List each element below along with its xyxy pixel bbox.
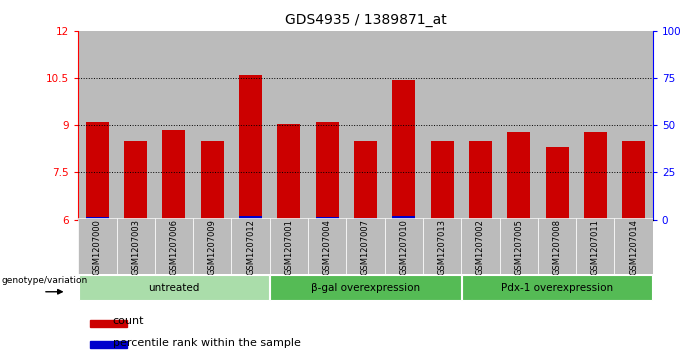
Bar — [155, 31, 193, 220]
Bar — [507, 131, 530, 220]
Bar — [461, 31, 500, 220]
Text: GSM1207005: GSM1207005 — [514, 219, 523, 275]
Text: Pdx-1 overexpression: Pdx-1 overexpression — [501, 283, 613, 293]
Bar — [392, 79, 415, 220]
Text: GSM1207012: GSM1207012 — [246, 219, 255, 275]
Bar — [385, 31, 423, 220]
Text: GSM1207011: GSM1207011 — [591, 219, 600, 275]
Bar — [270, 31, 308, 220]
Bar — [90, 341, 127, 348]
Bar — [576, 31, 615, 220]
Bar — [461, 218, 500, 274]
Bar — [155, 218, 193, 274]
Bar — [462, 276, 652, 300]
Text: count: count — [113, 316, 144, 326]
Text: GSM1207000: GSM1207000 — [93, 219, 102, 275]
Bar — [354, 219, 377, 220]
Bar — [239, 75, 262, 220]
Text: GSM1207007: GSM1207007 — [361, 219, 370, 275]
Bar — [86, 122, 109, 220]
Text: genotype/variation: genotype/variation — [1, 276, 88, 285]
Text: GSM1207004: GSM1207004 — [323, 219, 332, 275]
Bar — [392, 216, 415, 220]
Bar — [615, 31, 653, 220]
Bar — [500, 31, 538, 220]
Text: GSM1207001: GSM1207001 — [284, 219, 293, 275]
Text: GSM1207002: GSM1207002 — [476, 219, 485, 275]
Text: GSM1207006: GSM1207006 — [169, 219, 178, 275]
Bar — [615, 218, 653, 274]
Text: percentile rank within the sample: percentile rank within the sample — [113, 338, 301, 348]
Text: GSM1207003: GSM1207003 — [131, 219, 140, 275]
Bar — [270, 218, 308, 274]
Text: GSM1207013: GSM1207013 — [438, 219, 447, 275]
Bar — [423, 218, 461, 274]
Bar — [277, 124, 301, 220]
Bar — [231, 31, 270, 220]
Text: untreated: untreated — [148, 283, 200, 293]
Bar — [316, 122, 339, 220]
Bar — [163, 130, 186, 220]
Title: GDS4935 / 1389871_at: GDS4935 / 1389871_at — [285, 13, 446, 27]
Text: GSM1207014: GSM1207014 — [629, 219, 638, 275]
Bar — [201, 141, 224, 220]
Bar — [193, 31, 231, 220]
Bar — [430, 141, 454, 220]
Bar — [346, 218, 385, 274]
Bar — [271, 276, 460, 300]
Bar — [423, 31, 461, 220]
Bar — [231, 218, 270, 274]
Bar — [576, 218, 615, 274]
Bar — [78, 31, 116, 220]
Bar — [316, 217, 339, 220]
Bar — [90, 320, 127, 327]
Bar — [239, 216, 262, 220]
Bar — [500, 218, 538, 274]
Bar — [538, 218, 576, 274]
Bar — [622, 141, 645, 220]
Bar — [78, 218, 116, 274]
Text: GSM1207009: GSM1207009 — [208, 219, 217, 275]
Text: GSM1207010: GSM1207010 — [399, 219, 408, 275]
Bar — [116, 31, 155, 220]
Text: β-gal overexpression: β-gal overexpression — [311, 283, 420, 293]
Bar — [354, 141, 377, 220]
Bar — [124, 141, 147, 220]
Bar — [116, 218, 155, 274]
Bar — [308, 218, 346, 274]
Bar — [545, 147, 568, 220]
Bar — [538, 31, 576, 220]
Bar — [277, 219, 301, 220]
Bar — [79, 276, 269, 300]
Text: GSM1207008: GSM1207008 — [553, 219, 562, 275]
Bar — [346, 31, 385, 220]
Bar — [308, 31, 346, 220]
Bar — [385, 218, 423, 274]
Bar — [584, 131, 607, 220]
Bar — [193, 218, 231, 274]
Bar — [86, 217, 109, 220]
Bar — [469, 141, 492, 220]
